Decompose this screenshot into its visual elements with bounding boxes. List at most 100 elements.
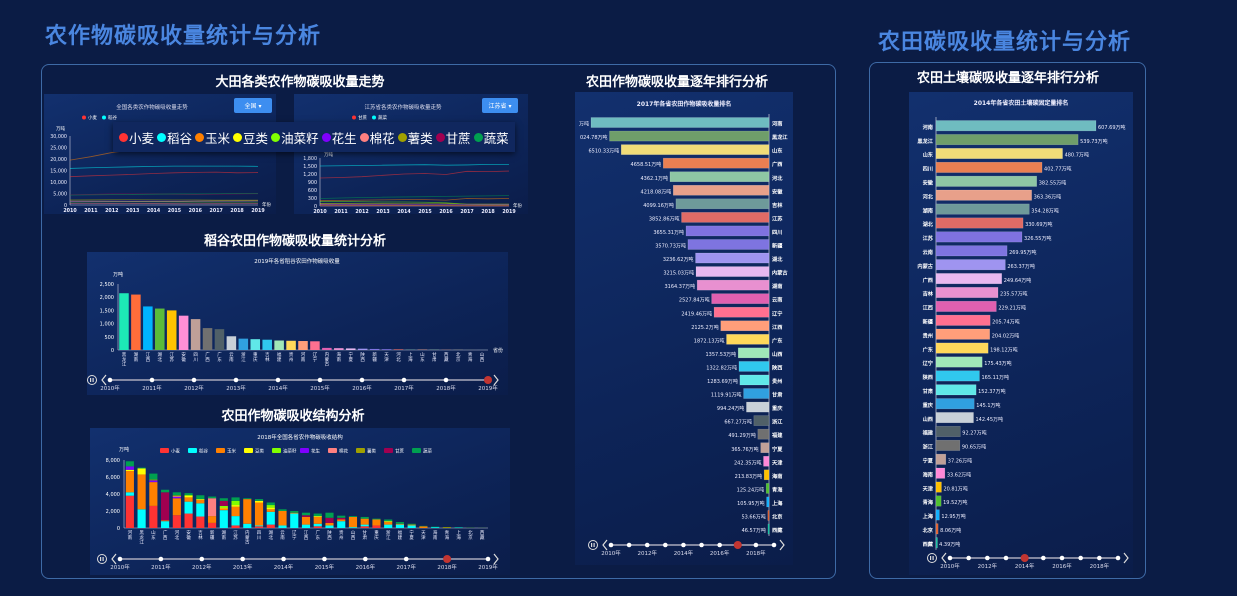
province-label: 浙江 bbox=[923, 443, 934, 451]
legend-swatch-icon[interactable] bbox=[216, 448, 225, 453]
timeline-dot[interactable] bbox=[1115, 555, 1121, 561]
timeline-dot[interactable] bbox=[107, 377, 113, 383]
legend-item-6[interactable]: 棉花 bbox=[359, 128, 395, 147]
next-icon[interactable] bbox=[493, 374, 499, 386]
timeline[interactable]: 2010年 2012年 2014年 2016年 2018年 bbox=[588, 539, 785, 557]
timeline-dot[interactable] bbox=[401, 377, 407, 383]
stack-segment-甘蔗 bbox=[337, 517, 346, 520]
prev-icon[interactable] bbox=[101, 374, 107, 386]
timeline-dot[interactable] bbox=[644, 542, 650, 548]
prev-icon[interactable] bbox=[111, 553, 117, 565]
legend-item-9[interactable]: 蔬菜 bbox=[473, 128, 509, 147]
timeline-dot[interactable] bbox=[158, 556, 164, 562]
stack-segment-蔬菜 bbox=[372, 518, 381, 520]
pause-icon[interactable] bbox=[588, 540, 598, 550]
value-label: 365.76万吨 bbox=[731, 446, 759, 453]
timeline[interactable]: 2010年 2011年 2012年 2013年 2014年 2015年 2016年 2017年… bbox=[87, 374, 499, 392]
timeline-dot[interactable] bbox=[1003, 555, 1009, 561]
timeline-dot-active[interactable] bbox=[484, 376, 492, 384]
timeline-dot[interactable] bbox=[608, 542, 614, 548]
pause-icon[interactable] bbox=[87, 375, 97, 385]
timeline-dot[interactable] bbox=[317, 377, 323, 383]
legend-swatch-icon[interactable] bbox=[328, 448, 337, 453]
legend-swatch-icon[interactable] bbox=[356, 448, 365, 453]
province-label: 青海 bbox=[772, 485, 783, 493]
timeline-dot[interactable] bbox=[966, 555, 971, 561]
timeline-dot[interactable] bbox=[403, 556, 409, 562]
region-dropdown[interactable]: 全国 ▾ bbox=[234, 98, 272, 113]
legend-item-4[interactable]: 油菜籽 bbox=[271, 128, 319, 147]
timeline-dot[interactable] bbox=[199, 556, 205, 562]
prev-icon[interactable] bbox=[602, 539, 608, 551]
timeline[interactable]: 2010年 2011年 2012年 2013年 2014年 2015年 2016年 2017年… bbox=[97, 553, 499, 571]
timeline-dot[interactable] bbox=[753, 542, 759, 548]
prev-icon[interactable] bbox=[941, 552, 947, 564]
timeline-dot[interactable] bbox=[322, 556, 327, 562]
timeline[interactable]: 2010年 2012年 2014年 2016年 2018年 bbox=[927, 552, 1129, 570]
timeline-dot[interactable] bbox=[240, 556, 245, 562]
timeline-dot[interactable] bbox=[985, 555, 990, 561]
legend-item-1[interactable]: 稻谷 bbox=[157, 128, 192, 147]
legend-item-7[interactable]: 薯类 bbox=[397, 128, 433, 147]
legend-swatch-icon[interactable] bbox=[188, 448, 197, 453]
stack-segment-小麦 bbox=[184, 513, 193, 528]
timeline-dot[interactable] bbox=[443, 377, 449, 383]
timeline-dot[interactable] bbox=[117, 556, 123, 562]
bar-广东 bbox=[214, 329, 225, 350]
y-tick: 0 bbox=[64, 203, 67, 209]
timeline-dot-active[interactable] bbox=[443, 555, 452, 563]
timeline-dot[interactable] bbox=[771, 542, 777, 548]
legend-item-5[interactable]: 花生 bbox=[321, 128, 357, 147]
province-dropdown[interactable]: 江苏省 ▾ bbox=[482, 98, 518, 113]
legend-item-3[interactable]: 豆类 bbox=[233, 128, 268, 147]
timeline-dot[interactable] bbox=[485, 556, 491, 562]
legend-swatch-icon[interactable] bbox=[160, 448, 169, 453]
legend-item-0[interactable]: 小麦 bbox=[119, 128, 154, 147]
pause-icon[interactable] bbox=[927, 553, 937, 563]
timeline-dot[interactable] bbox=[663, 542, 668, 548]
timeline-dot-active[interactable] bbox=[1020, 554, 1029, 562]
timeline-dot[interactable] bbox=[1041, 555, 1046, 561]
next-icon[interactable] bbox=[779, 539, 785, 551]
timeline-dot[interactable] bbox=[947, 555, 953, 561]
timeline-dot[interactable] bbox=[1097, 555, 1102, 561]
legend-item-8[interactable]: 甘蔗 bbox=[435, 128, 471, 147]
timeline-dot[interactable] bbox=[626, 542, 632, 548]
timeline-dot[interactable] bbox=[281, 556, 286, 562]
pause-icon[interactable] bbox=[97, 554, 107, 564]
timeline-dot[interactable] bbox=[699, 542, 704, 548]
stack-segment-稻谷 bbox=[161, 521, 170, 528]
x-tick: 2017 bbox=[210, 208, 223, 214]
crop-legend-popup: 小麦 稻谷 玉米 豆类 油菜籽 花生 棉花 薯类 甘蔗 蔬菜 bbox=[113, 122, 515, 152]
timeline-dot-active[interactable] bbox=[733, 541, 742, 549]
timeline-dot[interactable] bbox=[359, 377, 365, 383]
legend-swatch-icon[interactable] bbox=[244, 448, 253, 453]
value-label: 145.1万吨 bbox=[976, 402, 1000, 409]
next-icon[interactable] bbox=[1123, 552, 1129, 564]
timeline-dot[interactable] bbox=[149, 377, 155, 383]
timeline-dot[interactable] bbox=[275, 377, 281, 383]
legend-label: 甘蔗 bbox=[445, 130, 471, 146]
rank-bar-上海 bbox=[766, 496, 770, 508]
legend-swatch-icon[interactable] bbox=[412, 448, 421, 453]
timeline-dot[interactable] bbox=[1078, 555, 1083, 561]
timeline-dot[interactable] bbox=[233, 377, 239, 383]
stack-segment-薯类 bbox=[172, 495, 181, 497]
legend-label: 稻谷 bbox=[167, 130, 193, 146]
legend-swatch-icon[interactable] bbox=[272, 448, 281, 453]
stack-segment-小麦 bbox=[149, 505, 158, 528]
legend-swatch-icon[interactable] bbox=[300, 448, 309, 453]
stack-segment-蔬菜 bbox=[125, 461, 134, 467]
timeline-dot[interactable] bbox=[363, 556, 368, 562]
timeline-dot[interactable] bbox=[1059, 555, 1065, 561]
legend-item-2[interactable]: 玉米 bbox=[195, 128, 230, 147]
timeline-dot[interactable] bbox=[681, 542, 686, 548]
timeline-dot[interactable] bbox=[717, 542, 722, 548]
timeline-dot[interactable] bbox=[191, 377, 197, 383]
value-label: 3236.62万吨 bbox=[663, 256, 694, 263]
x-tick: 2012 bbox=[355, 209, 368, 214]
legend-swatch-icon[interactable] bbox=[384, 448, 393, 453]
bar-重庆 bbox=[250, 339, 261, 350]
stack-segment-稻谷 bbox=[360, 524, 369, 527]
next-icon[interactable] bbox=[493, 553, 499, 565]
